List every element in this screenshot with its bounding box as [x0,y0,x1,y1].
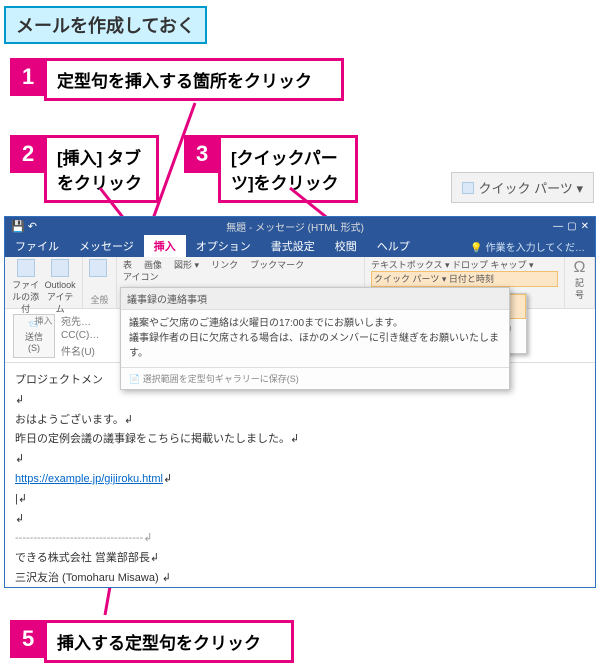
step-2-text: [挿入] タブをクリック [44,135,159,203]
tell-me-search[interactable]: 💡 作業を入力してくだ… [460,239,595,254]
ribbon-icons[interactable]: アイコン [123,271,159,283]
sig-company: できる株式会社 営業部部長↲ [15,549,585,569]
attach-file-icon[interactable] [17,259,35,277]
body-link[interactable]: https://example.jp/gijiroku.html [15,473,163,485]
attach-file-label: ファイルの添付 [11,279,40,315]
maximize-icon[interactable]: ▢ [567,221,576,232]
tab-review[interactable]: 校閲 [325,235,367,257]
ribbon-link[interactable]: リンク [211,259,238,271]
ribbon-quickparts[interactable]: クイック パーツ ▾ 日付と時刻 [371,271,558,287]
step-1-num: 1 [10,58,46,96]
ribbon-tabs: ファイル メッセージ 挿入 オプション 書式設定 校閲 ヘルプ 💡 作業を入力し… [5,235,595,257]
outlook-window: 💾 ↶ 無題 - メッセージ (HTML 形式) — ▢ ✕ ファイル メッセー… [4,216,596,588]
tab-message[interactable]: メッセージ [69,235,144,257]
step-3-text: [クイックパーツ]をクリック [218,135,358,203]
ribbon-textbox-row[interactable]: テキストボックス ▾ ドロップ キャップ ▾ [371,259,558,271]
ribbon-table[interactable]: 表 [123,259,132,271]
step-5-text: 挿入する定型句をクリック [44,620,294,663]
preview-foot[interactable]: 📄 選択範囲を定型句ギャラリーに保存(S) [121,367,509,389]
group-general-label: 全般 [89,294,110,306]
tab-insert[interactable]: 挿入 [144,235,186,257]
quick-parts-button-callout[interactable]: クイック パーツ ▾ [451,172,595,203]
quickparts-icon [462,182,474,194]
window-title: 無題 - メッセージ (HTML 形式) [37,219,553,234]
page-banner: メールを作成しておく [4,6,207,44]
preview-line2: 議事録作者の日に欠席される場合は、ほかのメンバーに引き継ぎをお願いいたします。 [129,331,501,361]
message-body[interactable]: プロジェクトメン ↲ おはようございます。↲ 昨日の定例会議の議事録をこちらに掲… [5,363,595,587]
step-3-num: 3 [184,135,220,173]
tab-format[interactable]: 書式設定 [261,235,325,257]
undo-icon[interactable]: ↶ [28,220,37,233]
ribbon-bookmark[interactable]: ブックマーク [250,259,304,271]
tab-file[interactable]: ファイル [5,235,69,257]
minimize-icon[interactable]: — [553,221,563,232]
title-bar: 💾 ↶ 無題 - メッセージ (HTML 形式) — ▢ ✕ [5,217,595,235]
tab-help[interactable]: ヘルプ [367,235,420,257]
symbol-icon[interactable]: Ω [571,259,588,277]
outlook-item-label: Outlook アイテム [44,279,76,315]
preview-head: 議事録の連絡事項 [121,288,509,310]
sig-name: 三沢友治 (Tomoharu Misawa) ↲ [15,569,585,587]
tab-options[interactable]: オプション [186,235,261,257]
body-line-3: 昨日の定例会議の議事録をこちらに掲載いたしました。↲ [15,430,585,450]
quick-parts-label: クイック パーツ ▾ [479,178,584,197]
ribbon-shapes[interactable]: 図形 ▾ [174,259,199,271]
save-icon[interactable]: 💾 [11,220,25,233]
close-icon[interactable]: ✕ [581,221,589,232]
ribbon-picture[interactable]: 画像 [144,259,162,271]
cc-label[interactable]: CC(C)… [61,330,101,341]
step-1-text: 定型句を挿入する箇所をクリック [44,58,344,101]
outlook-item-icon[interactable] [51,259,69,277]
general-icon[interactable] [89,259,107,277]
subject-label: 件名(U) [61,343,101,358]
preview-line1: 議案やご欠席のご連絡は火曜日の17:00までにお願いします。 [129,316,501,331]
group-insert-label: 挿入 [11,315,76,327]
body-line-2: おはようございます。↲ [15,411,585,431]
step-5-num: 5 [10,620,46,658]
symbol-label: 記号 [571,277,588,301]
autotext-preview[interactable]: 議事録の連絡事項 議案やご欠席のご連絡は火曜日の17:00までにお願いします。 … [120,287,510,390]
step-2-num: 2 [10,135,46,173]
